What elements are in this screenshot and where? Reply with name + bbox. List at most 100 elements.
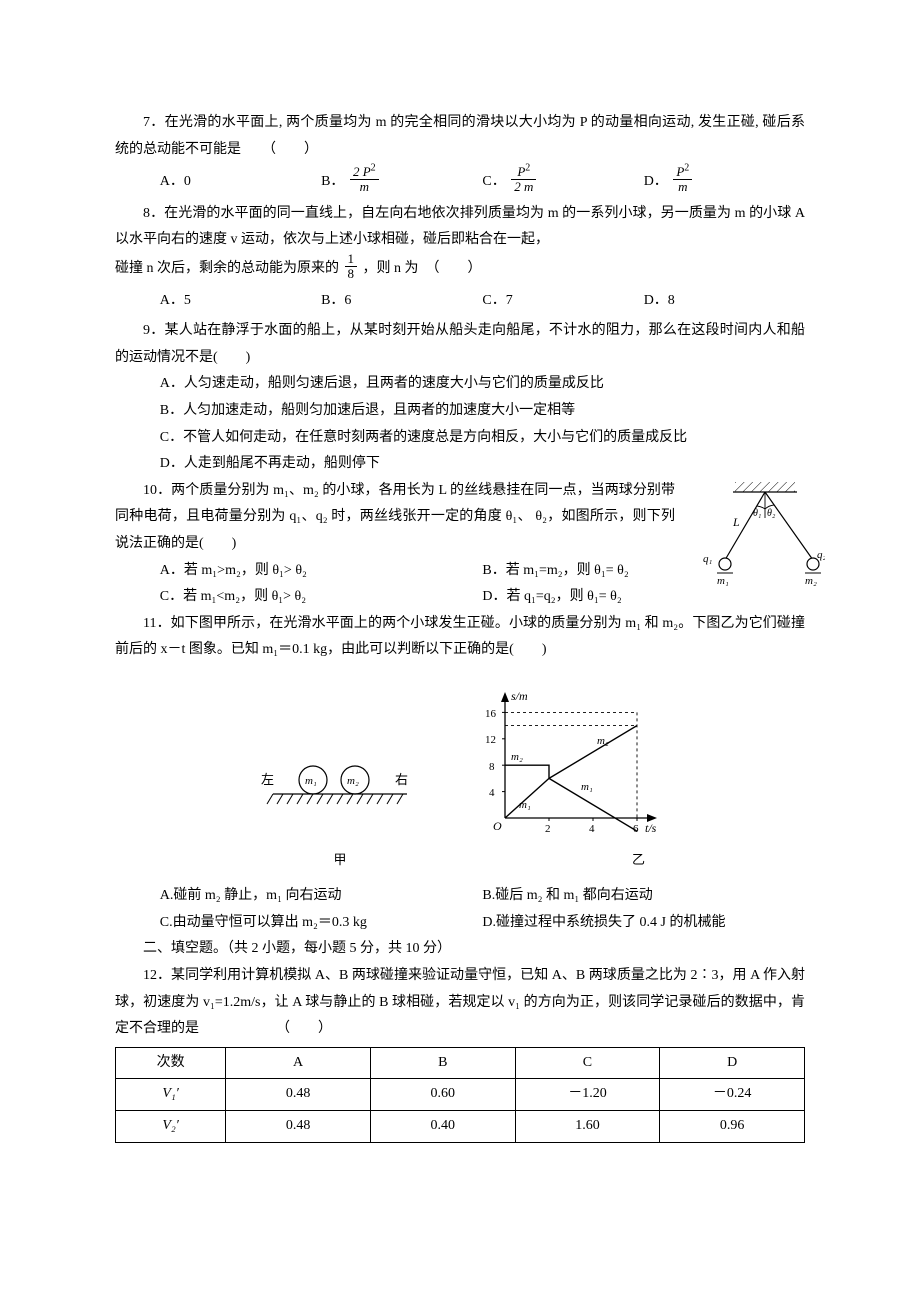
q7-opt-b: B． 2 P2 m: [321, 167, 482, 197]
cell: 0.60: [370, 1079, 515, 1111]
q11-options-row1: A.碰前 m₂ 静止，m₁ 向右运动 B.碰后 m₂ 和 m₁ 都向右运动: [160, 883, 805, 910]
q11-left-svg: 左 m₁ m₂ 右: [255, 754, 425, 824]
chart-m2-b: m₂: [597, 735, 609, 747]
row2-label-text: V₂′: [162, 1118, 178, 1133]
th-0: 次数: [116, 1047, 226, 1079]
num-text: 1: [345, 252, 358, 267]
q7-opt-a: A．0: [160, 169, 321, 196]
q10-text: 10．两个质量分别为 m₁、m₂ 的小球，各用长为 L 的丝线悬挂在同一点，当两…: [115, 478, 675, 558]
q9-opt-a: A．人匀速走动，船则匀速后退，且两者的速度大小与它们的质量成反比: [115, 371, 805, 398]
q8-opt-d: D．8: [644, 288, 805, 315]
cell: 0.48: [226, 1079, 371, 1111]
label-m1: m₁: [717, 575, 729, 587]
row1-label: V₁′: [116, 1079, 226, 1111]
q8-options: A．5 B．6 C．7 D．8: [160, 288, 805, 315]
q8-opt-c: C．7: [482, 288, 643, 315]
cell: －1.20: [515, 1079, 660, 1111]
q8-opt-b: B．6: [321, 288, 482, 315]
section2-heading: 二、填空题。（共 2 小题，每小题 5 分，共 10 分）: [115, 936, 805, 963]
den-text: 2 m: [511, 180, 536, 194]
table-row: V₁′ 0.48 0.60 －1.20 －0.24: [116, 1079, 805, 1111]
den-text: m: [673, 180, 692, 194]
label-theta1: θ₁: [753, 508, 761, 519]
q9-text: 9．某人站在静浮于水面的船上，从某时刻开始从船头走向船尾，不计水的阻力，那么在这…: [115, 318, 805, 371]
chart-m2-a: m₂: [511, 751, 523, 763]
opt-b-label: B．: [321, 174, 344, 189]
den-text: 8: [345, 267, 358, 281]
cell: －0.24: [660, 1079, 805, 1111]
q11-right-svg: s/m t/s O 4 8 12 16 2 4 6: [475, 688, 665, 838]
q10-figure: L θ₁ θ₂ q₁ q₂ m₁ m₂: [695, 480, 825, 590]
table-row-header: 次数 A B C D: [116, 1047, 805, 1079]
q11-opt-d: D.碰撞过程中系统损失了 0.4 J 的机械能: [482, 910, 805, 937]
q10-opt-a: A．若 m₁>m₂，则 θ₁> θ₂: [160, 558, 483, 585]
q11-fig-right: s/m t/s O 4 8 12 16 2 4 6: [475, 688, 665, 873]
num-text: 2 P: [353, 164, 371, 179]
cell: 0.40: [370, 1110, 515, 1142]
table-row: V₂′ 0.48 0.40 1.60 0.96: [116, 1110, 805, 1142]
xtick-2: 2: [545, 823, 551, 835]
left-label: 左: [261, 772, 274, 787]
q12-text: 12．某同学利用计算机模拟 A、B 两球碰撞来验证动量守恒，已知 A、B 两球质…: [115, 963, 805, 1043]
cell: 0.48: [226, 1110, 371, 1142]
num-sup: 2: [371, 163, 376, 174]
y-axis-label: s/m: [511, 689, 528, 703]
q7-opt-d: D． P2 m: [644, 167, 805, 197]
q8-opt-a: A．5: [160, 288, 321, 315]
q11-left-caption: 甲: [255, 848, 425, 873]
q8-text-2: 碰撞 n 次后，剩余的总动能为原来的 1 8 ，则 n 为 （ ）: [115, 254, 805, 284]
den-text: m: [350, 180, 379, 194]
q11-opt-c: C.由动量守恒可以算出 m₂＝0.3 kg: [160, 910, 483, 937]
th-1: A: [226, 1047, 371, 1079]
th-2: B: [370, 1047, 515, 1079]
q11-text: 11．如下图甲所示，在光滑水平面上的两个小球发生正碰。小球的质量分别为 m₁ 和…: [115, 611, 805, 664]
q7-opt-d-frac: P2 m: [673, 165, 692, 195]
th-4: D: [660, 1047, 805, 1079]
label-q1: q₁: [703, 553, 713, 565]
left-m1: m₁: [305, 775, 317, 787]
xtick-4: 4: [589, 823, 595, 835]
q8-post: ，则 n 为 （ ）: [363, 261, 482, 276]
cell: 1.60: [515, 1110, 660, 1142]
num-sup: 2: [525, 163, 530, 174]
q10-opt-c: C．若 m₁<m₂，则 θ₁> θ₂: [160, 584, 483, 611]
q11-options-row2: C.由动量守恒可以算出 m₂＝0.3 kg D.碰撞过程中系统损失了 0.4 J…: [160, 910, 805, 937]
right-label: 右: [395, 772, 408, 787]
x-axis-label: t/s: [645, 821, 657, 835]
label-theta2: θ₂: [767, 508, 776, 519]
origin-label: O: [493, 819, 502, 833]
q11-fig-left: 左 m₁ m₂ 右 甲: [255, 754, 425, 873]
num-sup: 2: [684, 163, 689, 174]
q8-pre: 碰撞 n 次后，剩余的总动能为原来的: [115, 261, 339, 276]
q7-options: A．0 B． 2 P2 m C． P2 2 m D． P2 m: [160, 167, 805, 197]
q11-figures: 左 m₁ m₂ 右 甲: [115, 688, 805, 873]
q11-opt-a: A.碰前 m₂ 静止，m₁ 向右运动: [160, 883, 483, 910]
q11-opt-b: B.碰后 m₂ 和 m₁ 都向右运动: [482, 883, 805, 910]
chart-m1-b: m₁: [581, 781, 593, 793]
ytick-12: 12: [485, 734, 496, 746]
q7-opt-b-frac: 2 P2 m: [350, 165, 379, 195]
left-m2: m₂: [347, 775, 359, 787]
row1-label-text: V₁′: [162, 1086, 178, 1101]
ytick-16: 16: [485, 708, 497, 720]
q10-block: 10．两个质量分别为 m₁、m₂ 的小球，各用长为 L 的丝线悬挂在同一点，当两…: [115, 478, 805, 611]
opt-d-label: D．: [644, 174, 668, 189]
row2-label: V₂′: [116, 1110, 226, 1142]
q9-opt-c: C．不管人如何走动，在任意时刻两者的速度总是方向相反，大小与它们的质量成反比: [115, 425, 805, 452]
label-m2: m₂: [805, 575, 817, 587]
q12-table: 次数 A B C D V₁′ 0.48 0.60 －1.20 －0.24 V₂′…: [115, 1047, 805, 1143]
ytick-8: 8: [489, 761, 495, 773]
q8-frac: 1 8: [345, 252, 358, 282]
q7-opt-c-frac: P2 2 m: [511, 165, 536, 195]
q9-opt-d: D．人走到船尾不再走动，船则停下: [115, 451, 805, 478]
q8-text-1: 8．在光滑的水平面的同一直线上，自左向右地依次排列质量均为 m 的一系列小球，另…: [115, 201, 805, 254]
q7-opt-c: C． P2 2 m: [482, 167, 643, 197]
cell: 0.96: [660, 1110, 805, 1142]
label-q2: q₂: [817, 549, 825, 561]
opt-c-label: C．: [482, 174, 505, 189]
q9-opt-b: B．人匀加速走动，船则匀加速后退，且两者的加速度大小一定相等: [115, 398, 805, 425]
label-L: L: [732, 515, 740, 529]
q11-right-caption-div: 乙: [475, 848, 665, 873]
ytick-4: 4: [489, 787, 495, 799]
q7-text: 7．在光滑的水平面上, 两个质量均为 m 的完全相同的滑块以大小均为 P 的动量…: [115, 110, 805, 163]
